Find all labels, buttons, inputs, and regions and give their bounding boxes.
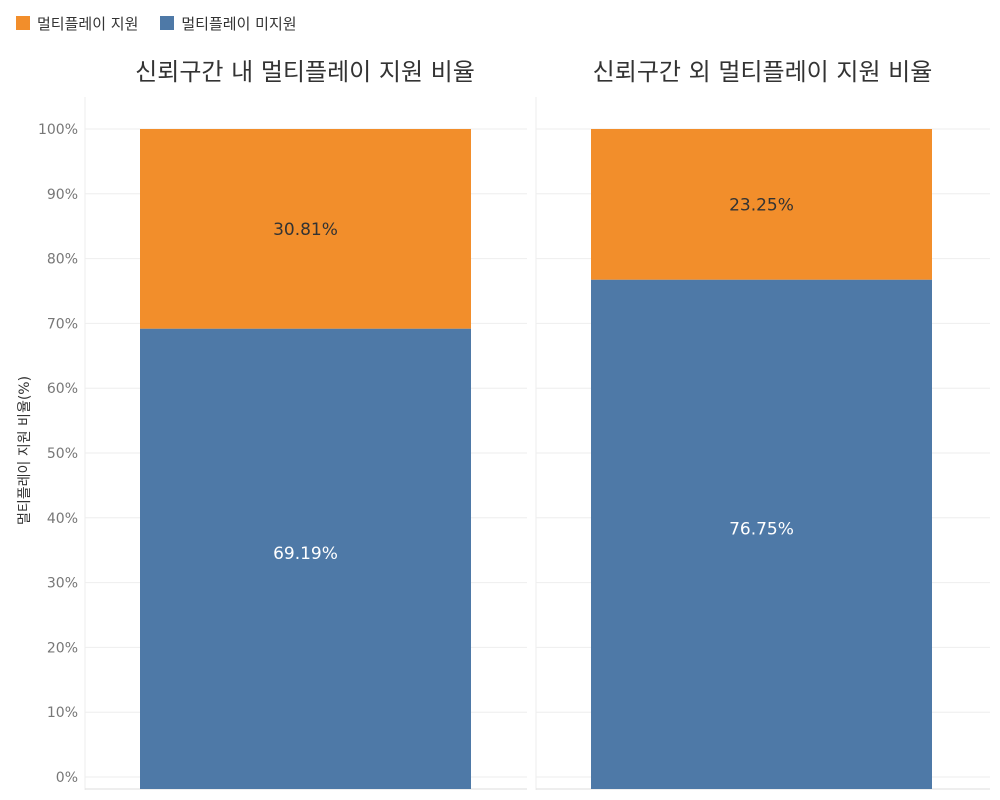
y-tick-label: 70% bbox=[47, 316, 78, 332]
bar-segment-unsupported bbox=[591, 279, 932, 789]
y-tick-label: 0% bbox=[56, 770, 78, 786]
data-label: 30.81% bbox=[273, 220, 338, 240]
bar-segment-supported bbox=[591, 129, 932, 280]
data-label: 23.25% bbox=[729, 195, 794, 215]
panel-title-outside-ci: 신뢰구간 외 멀티플레이 지원 비율 bbox=[592, 58, 933, 86]
y-tick-label: 30% bbox=[47, 576, 78, 592]
y-tick-label: 50% bbox=[47, 446, 78, 462]
bar-segment-supported bbox=[140, 129, 471, 329]
legend-item-multiplayer-supported[interactable]: 멀티플레이 지원 bbox=[16, 13, 138, 34]
y-tick-label: 40% bbox=[47, 511, 78, 527]
legend-swatch-unsupported bbox=[160, 16, 175, 30]
chart-legend: 멀티플레이 지원 멀티플레이 미지원 bbox=[16, 12, 319, 34]
data-label: 69.19% bbox=[273, 544, 338, 564]
data-label: 76.75% bbox=[729, 519, 794, 539]
y-tick-label: 80% bbox=[47, 252, 78, 268]
legend-item-multiplayer-unsupported[interactable]: 멀티플레이 미지원 bbox=[160, 13, 297, 34]
panel-title-inside-ci: 신뢰구간 내 멀티플레이 지원 비율 bbox=[135, 58, 475, 86]
y-tick-label: 100% bbox=[38, 122, 78, 138]
y-tick-label: 10% bbox=[47, 705, 78, 721]
y-tick-label: 60% bbox=[47, 381, 78, 397]
legend-label-supported: 멀티플레이 지원 bbox=[37, 14, 139, 33]
legend-label-unsupported: 멀티플레이 미지원 bbox=[181, 14, 297, 33]
legend-swatch-supported bbox=[16, 16, 30, 30]
y-tick-label: 90% bbox=[47, 187, 78, 203]
y-tick-label: 20% bbox=[47, 640, 78, 656]
bar-segment-unsupported bbox=[140, 328, 471, 789]
